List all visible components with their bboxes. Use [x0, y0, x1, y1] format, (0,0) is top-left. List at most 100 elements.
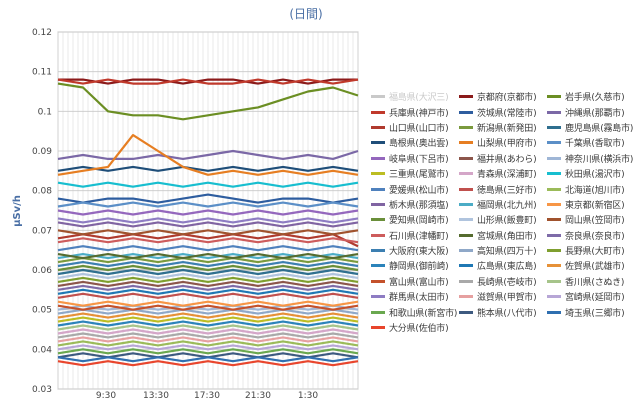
legend-swatch — [371, 233, 385, 237]
legend-item: 長野県(大町市) — [547, 243, 635, 258]
legend-swatch — [371, 310, 385, 314]
legend-label: 山形県(飯豊町) — [477, 216, 537, 227]
legend-label: 茨城県(常陸市) — [477, 108, 537, 119]
legend-label: 新潟県(新発田) — [477, 123, 537, 134]
legend-swatch — [371, 125, 385, 129]
legend-label: 千葉県(香取市) — [565, 139, 625, 150]
legend-swatch — [547, 310, 561, 314]
legend-item: 茨城県(常陸市) — [459, 104, 547, 119]
series-line — [57, 217, 359, 224]
y-tick-label: 0.04 — [32, 345, 52, 355]
series-line — [57, 328, 359, 335]
legend-item: 高知県(四万十) — [459, 243, 547, 258]
y-tick-label: 0.1 — [38, 107, 52, 117]
y-axis-title: μSv/h — [12, 195, 23, 227]
legend-label: 和歌山県(新宮市) — [389, 308, 458, 319]
legend-swatch — [459, 187, 473, 191]
series-line — [57, 245, 359, 252]
series-line — [57, 304, 359, 311]
legend-swatch — [371, 95, 385, 99]
series-line — [57, 340, 359, 347]
legend-row: 和歌山県(新宮市) 熊本県(八代市) 埼玉県(三郷市) — [371, 304, 639, 319]
legend-swatch — [371, 172, 385, 176]
legend-label: 奈良県(奈良市) — [565, 231, 625, 242]
legend-swatch — [547, 218, 561, 222]
legend-label: 滋賀県(甲賀市) — [477, 293, 537, 304]
legend-label: 島根県(奥出雲) — [389, 139, 449, 150]
legend-item: 秋田県(湯沢市) — [547, 166, 635, 181]
legend-item: 大分県(佐伯市) — [371, 320, 459, 335]
legend-swatch — [371, 141, 385, 145]
legend-label: 高知県(四万十) — [477, 247, 537, 258]
x-tick-label: 21:30 — [245, 391, 271, 400]
legend-swatch — [459, 279, 473, 283]
legend-label: 愛媛県(松山市) — [389, 185, 449, 196]
legend-item: 広島県(東広島) — [459, 258, 547, 273]
series-line — [57, 284, 359, 291]
legend-label: 徳島県(三好市) — [477, 185, 537, 196]
series-line — [57, 280, 359, 287]
series-lines — [57, 78, 359, 367]
series-line — [57, 181, 359, 188]
legend-label: 香川県(さぬき) — [565, 277, 625, 288]
x-axis-ticks: 9:30 13:30 17:30 21:30 1:30 — [96, 391, 318, 400]
legend-swatch — [371, 218, 385, 222]
legend-row: 群馬県(太田市) 滋賀県(甲賀市) 宮崎県(延岡市) — [371, 289, 639, 304]
series-line — [57, 261, 359, 268]
legend-label: 栃木県(那須塩) — [389, 200, 449, 211]
legend-swatch — [459, 95, 473, 99]
legend-item: 兵庫県(神戸市) — [371, 104, 459, 119]
legend-item: 神奈川県(横浜市) — [547, 151, 635, 166]
legend-row: 愛媛県(松山市) 徳島県(三好市) 北海道(旭川市) — [371, 181, 639, 196]
legend-swatch — [459, 202, 473, 206]
legend-item: 京都府(京都市) — [459, 89, 547, 104]
legend-item: 静岡県(御前崎) — [371, 258, 459, 273]
legend-label: 宮城県(角田市) — [477, 231, 537, 242]
series-line — [57, 201, 359, 208]
legend-item: 島根県(奥出雲) — [371, 135, 459, 150]
series-line — [57, 165, 359, 172]
legend-swatch — [371, 279, 385, 283]
legend-swatch — [547, 264, 561, 268]
legend-row: 三重県(尾鷲市) 青森県(深浦町) 秋田県(湯沢市) — [371, 166, 639, 181]
chart-title: (日間) — [289, 7, 322, 21]
legend-swatch — [547, 95, 561, 99]
legend-label: 三重県(尾鷲市) — [389, 170, 449, 181]
legend-swatch — [547, 141, 561, 145]
legend-row: 島根県(奥出雲) 山梨県(甲府市) 千葉県(香取市) — [371, 135, 639, 150]
legend-row: 岐阜県(下呂市) 福井県(あわら) 神奈川県(横浜市) — [371, 151, 639, 166]
legend-label: 兵庫県(神戸市) — [389, 108, 449, 119]
legend-label: 青森県(深浦町) — [477, 170, 537, 181]
legend-swatch — [371, 187, 385, 191]
series-line — [57, 233, 359, 248]
legend-item: 大阪府(東大阪) — [371, 243, 459, 258]
legend-label: 北海道(旭川市) — [565, 185, 625, 196]
legend-item: 宮崎県(延岡市) — [547, 289, 635, 304]
legend-item: 愛媛県(松山市) — [371, 181, 459, 196]
legend-swatch — [459, 295, 473, 299]
legend-label: 静岡県(御前崎) — [389, 262, 449, 273]
series-line — [57, 78, 359, 85]
series-line — [57, 229, 359, 236]
legend-row: 山口県(山口市) 新潟県(新発田) 鹿児島県(霧島市) — [371, 120, 639, 135]
series-line — [57, 193, 359, 204]
legend-label: 富山県(富山市) — [389, 277, 449, 288]
legend-item: 和歌山県(新宮市) — [371, 304, 459, 319]
legend-item: 愛知県(岡崎市) — [371, 212, 459, 227]
legend-item: 千葉県(香取市) — [547, 135, 635, 150]
legend-item: 宮城県(角田市) — [459, 228, 547, 243]
legend-label: 岡山県(笠岡市) — [565, 216, 625, 227]
legend-label: 広島県(東広島) — [477, 262, 537, 273]
legend-row: 富山県(富山市) 長崎県(壱岐市) 香川県(さぬき) — [371, 274, 639, 289]
chart-legend: 福島県(大沢三) 京都府(京都市) 岩手県(久慈市) 兵庫県(神戸市) 茨城県(常陸市)… — [371, 89, 639, 335]
series-line — [57, 288, 359, 295]
legend-label: 秋田県(湯沢市) — [565, 170, 625, 181]
legend-item: 山梨県(甲府市) — [459, 135, 547, 150]
y-tick-label: 0.08 — [32, 187, 52, 197]
x-tick-label: 13:30 — [143, 391, 169, 400]
legend-swatch — [459, 218, 473, 222]
legend-item: 奈良県(奈良市) — [547, 228, 635, 243]
series-line — [57, 356, 359, 363]
series-line — [57, 312, 359, 319]
legend-item: 岡山県(笠岡市) — [547, 212, 635, 227]
